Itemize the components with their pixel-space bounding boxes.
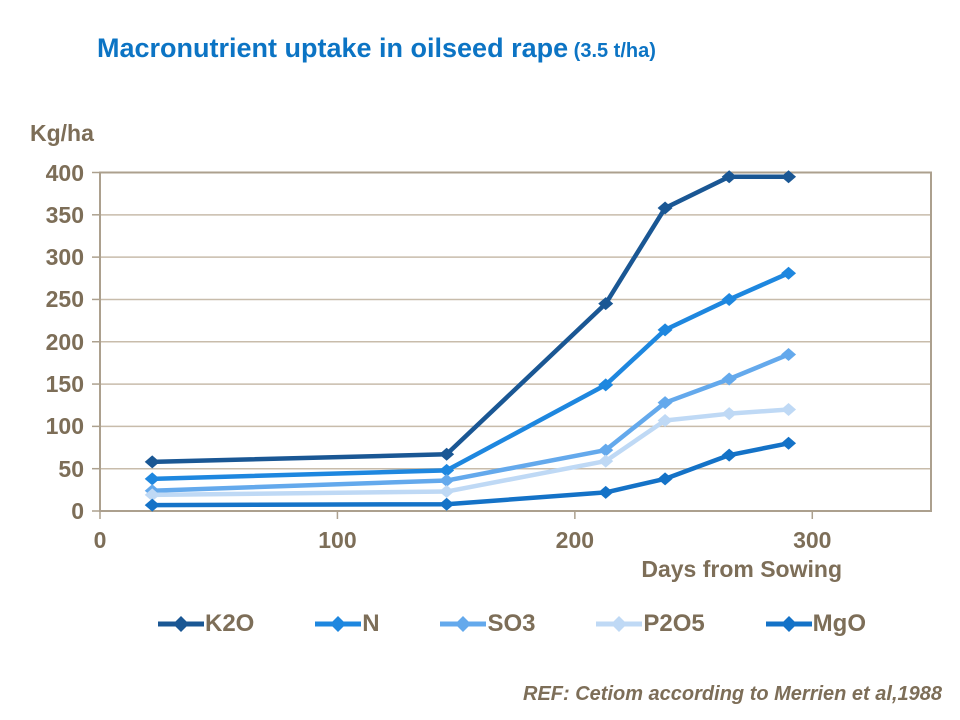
- legend-label-MgO: MgO: [812, 610, 866, 637]
- data-point-N-1: [439, 463, 455, 477]
- legend-label-P2O5: P2O5: [643, 610, 705, 637]
- data-point-P2O5-1: [439, 485, 455, 499]
- legend-item-K2O: K2O: [158, 610, 254, 638]
- plot-border: [99, 171, 932, 512]
- y-tick-label-100: 100: [45, 413, 84, 440]
- y-axis-title: Kg/ha: [30, 120, 94, 146]
- legend: K2O N SO3 P2O5 MgO: [158, 610, 866, 638]
- data-point-MgO-4: [721, 448, 737, 462]
- data-point-K2O-4: [721, 170, 737, 184]
- data-point-SO3-1: [439, 474, 455, 488]
- data-point-N-4: [721, 292, 737, 306]
- data-point-K2O-1: [439, 447, 455, 461]
- data-point-N-3: [657, 323, 673, 337]
- data-point-SO3-2: [598, 443, 614, 457]
- chart-title: Macronutrient uptake in oilseed rape (3.…: [97, 33, 656, 64]
- data-point-K2O-3: [657, 201, 673, 215]
- legend-label-N: N: [362, 610, 380, 637]
- data-point-MgO-5: [781, 436, 797, 450]
- legend-marker-icon-N: [315, 616, 362, 632]
- data-point-K2O-2: [598, 297, 614, 311]
- data-point-MgO-1: [439, 497, 455, 511]
- series-line-P2O5: [152, 407, 789, 498]
- legend-marker-icon-SO3: [440, 616, 487, 632]
- series-line-K2O: [152, 174, 789, 465]
- legend-marker-icon-P2O5: [596, 616, 643, 632]
- x-axis-tick-labels: 0 100 200 300: [0, 527, 960, 557]
- y-tick-label-350: 350: [45, 201, 84, 228]
- y-tick-label-200: 200: [45, 328, 84, 355]
- data-point-N-5: [781, 266, 797, 280]
- data-point-MgO-3: [657, 472, 673, 486]
- x-tick-label-300: 300: [793, 527, 832, 553]
- data-point-MgO-0: [144, 498, 160, 512]
- data-point-P2O5-5: [781, 402, 797, 416]
- x-tick-label-0: 0: [93, 527, 107, 553]
- series-line-SO3: [152, 352, 790, 493]
- data-point-P2O5-0: [144, 488, 160, 502]
- data-point-SO3-5: [781, 347, 797, 361]
- y-tick-label-400: 400: [45, 159, 84, 186]
- x-axis-title: Days from Sowing: [641, 556, 842, 582]
- data-point-SO3-4: [721, 372, 737, 386]
- data-point-K2O-5: [781, 170, 797, 184]
- data-point-P2O5-3: [657, 413, 673, 427]
- chart-title-main: Macronutrient uptake in oilseed rape: [97, 33, 569, 63]
- y-tick-label-150: 150: [45, 371, 84, 398]
- data-point-P2O5-2: [598, 454, 614, 468]
- legend-item-P2O5: P2O5: [596, 610, 705, 638]
- data-point-N-2: [598, 378, 614, 392]
- data-point-P2O5-4: [721, 407, 737, 421]
- x-tick-label-100: 100: [318, 527, 357, 553]
- chart-title-suffix: (3.5 t/ha): [568, 40, 656, 62]
- legend-label-K2O: K2O: [205, 610, 255, 637]
- x-tick-label-200: 200: [555, 527, 595, 553]
- legend-marker-icon-K2O: [158, 616, 204, 632]
- y-tick-label-300: 300: [45, 244, 84, 271]
- data-point-MgO-2: [598, 485, 614, 499]
- y-tick-label-50: 50: [58, 455, 84, 482]
- y-tick-label-250: 250: [45, 286, 84, 313]
- legend-item-N: N: [315, 610, 380, 638]
- legend-item-MgO: MgO: [765, 610, 866, 638]
- reference-text: REF: Cetiom according to Merrien et al,1…: [523, 683, 942, 705]
- data-point-SO3-3: [657, 396, 673, 410]
- y-tick-label-0: 0: [71, 498, 84, 524]
- series-line-N: [152, 271, 790, 482]
- data-point-N-0: [144, 472, 160, 486]
- legend-marker-icon-MgO: [765, 616, 812, 632]
- data-point-K2O-0: [144, 455, 160, 469]
- legend-label-SO3: SO3: [487, 610, 536, 637]
- series-line-MgO: [152, 441, 789, 508]
- legend-item-SO3: SO3: [440, 610, 536, 638]
